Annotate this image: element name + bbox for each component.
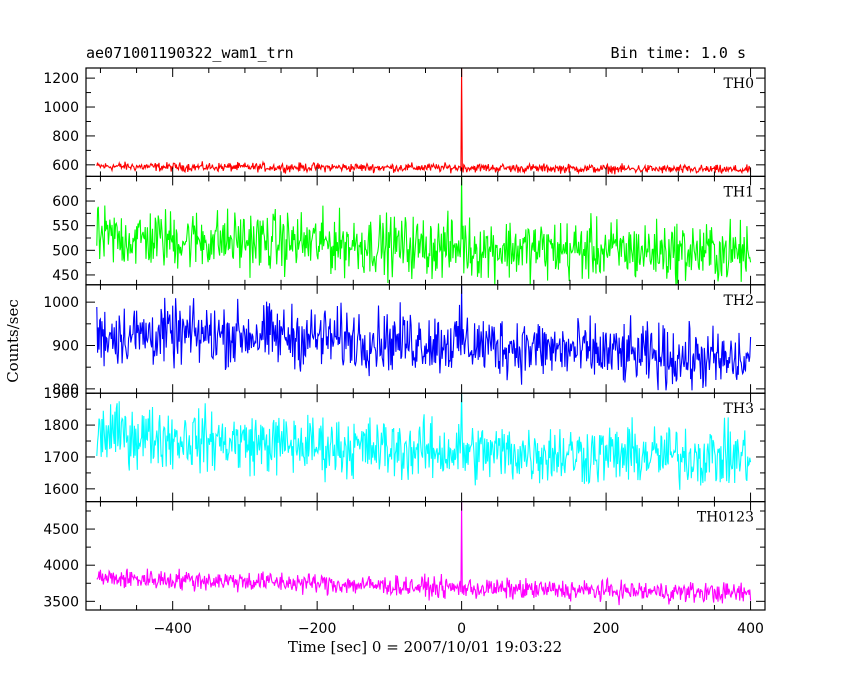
y-tick-label: 500 bbox=[52, 243, 79, 259]
y-tick-label: 800 bbox=[52, 382, 79, 398]
series-label-th0: TH0 bbox=[724, 76, 754, 92]
series-line-th2 bbox=[96, 284, 752, 391]
y-tick-label: 1700 bbox=[43, 450, 79, 466]
x-tick-label: −400 bbox=[153, 621, 191, 637]
chart-title-right: Bin time: 1.0 s bbox=[610, 44, 746, 62]
y-tick-label: 450 bbox=[52, 268, 79, 284]
series-line-th3 bbox=[96, 393, 752, 490]
y-tick-label: 1800 bbox=[43, 418, 79, 434]
y-tick-label: 1200 bbox=[43, 71, 79, 87]
y-tick-label: 3500 bbox=[43, 594, 79, 610]
chart-title-left: ae071001190322_wam1_trn bbox=[86, 44, 294, 62]
y-axis-label: Counts/sec bbox=[4, 299, 22, 383]
x-axis-label: Time [sec] 0 = 2007/10/01 19:03:22 bbox=[287, 638, 563, 656]
series-label-th0123: TH0123 bbox=[697, 510, 754, 526]
y-tick-label: 900 bbox=[52, 339, 79, 355]
x-tick-label: 200 bbox=[593, 621, 620, 637]
y-tick-label: 1000 bbox=[43, 295, 79, 311]
y-tick-label: 1600 bbox=[43, 482, 79, 498]
series-line-th1 bbox=[96, 176, 752, 285]
y-tick-label: 550 bbox=[52, 219, 79, 235]
y-tick-label: 4500 bbox=[43, 522, 79, 538]
panel-frame-th0 bbox=[85, 67, 766, 178]
y-tick-label: 1000 bbox=[43, 100, 79, 116]
x-tick-label: 400 bbox=[737, 621, 764, 637]
y-tick-label: 800 bbox=[52, 129, 79, 145]
series-line-th0 bbox=[96, 68, 752, 175]
y-tick-label: 600 bbox=[52, 158, 79, 174]
series-label-th1: TH1 bbox=[724, 184, 754, 200]
x-tick-label: 0 bbox=[457, 621, 466, 637]
series-label-th3: TH3 bbox=[724, 401, 754, 417]
series-label-th2: TH2 bbox=[724, 293, 754, 309]
y-tick-label: 600 bbox=[52, 194, 79, 210]
series-line-th0123 bbox=[96, 501, 752, 606]
y-tick-label: 4000 bbox=[43, 558, 79, 574]
x-tick-label: −200 bbox=[298, 621, 336, 637]
y-tick-label: 1900 bbox=[43, 386, 79, 402]
